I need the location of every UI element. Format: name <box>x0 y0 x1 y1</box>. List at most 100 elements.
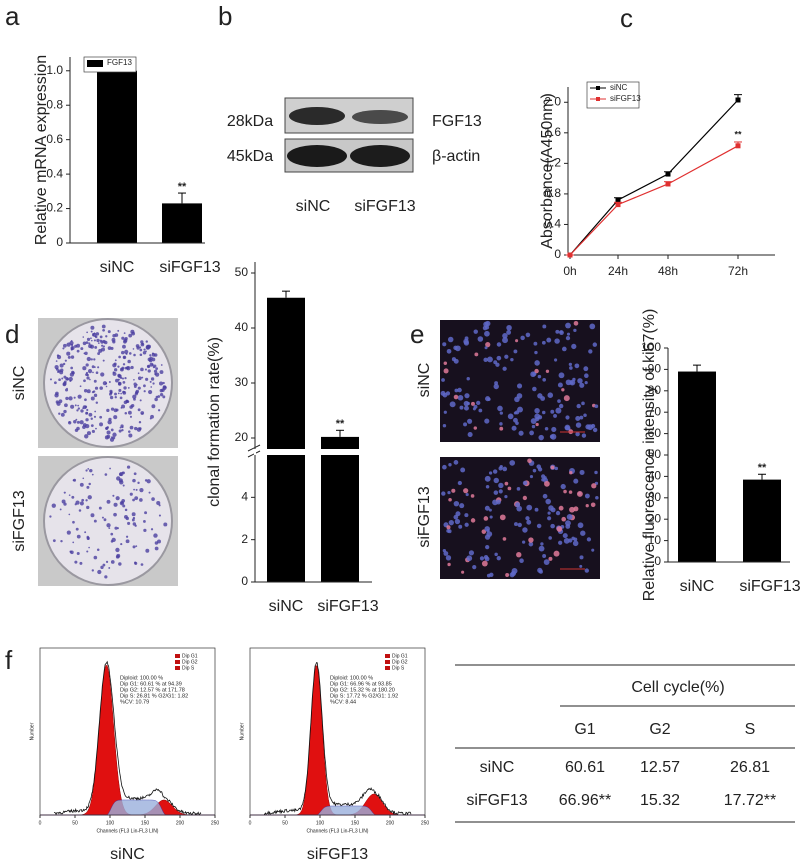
colony <box>85 499 88 502</box>
colony <box>118 388 122 392</box>
colony <box>130 329 135 334</box>
colony <box>87 468 90 470</box>
colony <box>153 364 157 368</box>
nucleus <box>464 522 469 527</box>
nucleus <box>548 556 553 561</box>
nucleus <box>519 558 524 563</box>
colony <box>145 377 149 381</box>
axis-break-gap <box>247 449 372 455</box>
colony <box>85 363 89 367</box>
colony <box>112 494 115 497</box>
nucleus <box>525 332 531 338</box>
colony <box>150 386 153 388</box>
colony <box>74 428 79 433</box>
nucleus <box>568 538 573 543</box>
colony <box>101 516 104 519</box>
colony <box>153 533 158 538</box>
legend-swatch <box>87 60 103 67</box>
nucleus <box>584 568 589 573</box>
colony <box>105 385 108 388</box>
colony <box>81 498 85 502</box>
nucleus <box>485 320 491 327</box>
colony <box>73 420 77 424</box>
colony <box>107 346 112 350</box>
colony <box>60 412 65 417</box>
nucleus <box>566 332 571 336</box>
colony <box>135 545 138 548</box>
stats-line: Dip G2: 15.32 % at 180.20 <box>330 687 395 693</box>
plot-label: siFGF13 <box>307 846 368 863</box>
nucleus <box>498 482 504 489</box>
colony <box>79 385 82 388</box>
nucleus <box>484 526 490 532</box>
nucleus <box>470 494 475 498</box>
colony <box>160 364 163 366</box>
colony <box>77 407 81 410</box>
nucleus <box>534 368 539 374</box>
culture-dish <box>43 456 173 586</box>
nucleus <box>538 434 544 441</box>
nucleus <box>485 342 491 348</box>
nucleus <box>536 523 542 529</box>
nucleus <box>448 463 452 467</box>
nucleus <box>543 559 550 565</box>
colony <box>105 335 108 338</box>
colony <box>104 575 108 579</box>
nucleus <box>493 360 498 365</box>
colony <box>65 388 69 392</box>
colony <box>49 378 52 381</box>
nucleus <box>443 361 448 365</box>
colony <box>85 424 90 429</box>
nucleus <box>537 374 542 379</box>
colony <box>84 405 88 409</box>
blot-band <box>289 107 345 125</box>
nucleus <box>517 406 523 413</box>
plot-frame <box>39 647 216 816</box>
colony <box>115 378 119 383</box>
nucleus <box>484 505 490 511</box>
nucleus <box>510 357 514 362</box>
colony <box>127 521 131 525</box>
colony <box>62 382 67 387</box>
nucleus <box>483 516 489 521</box>
colony <box>108 567 111 569</box>
photo-label: siNC <box>416 363 433 398</box>
x-tick-label: siNC <box>100 259 135 276</box>
nucleus <box>470 518 476 523</box>
nucleus <box>558 372 565 379</box>
nucleus <box>498 489 503 494</box>
colony <box>91 429 95 433</box>
x-tick-label: 50 <box>72 820 78 826</box>
nucleus <box>586 537 592 542</box>
colony <box>118 429 122 433</box>
colony <box>133 353 136 357</box>
lane-label: siNC <box>296 198 331 215</box>
colony <box>130 365 134 370</box>
colony <box>94 410 97 413</box>
y-axis-label: Absorbance(A450nm) <box>539 93 556 249</box>
nucleus <box>513 349 518 354</box>
point <box>615 197 621 203</box>
colony <box>64 403 68 408</box>
colony <box>128 352 132 355</box>
y-tick-label: 0.6 <box>46 132 63 146</box>
colony <box>85 373 88 377</box>
colony <box>113 512 117 517</box>
nucleus <box>555 510 561 516</box>
point <box>735 97 741 103</box>
x-tick-label: 250 <box>211 820 220 826</box>
legend-swatch <box>596 97 600 101</box>
nucleus <box>556 526 563 532</box>
marker-label: 45kDa <box>227 148 273 165</box>
colony <box>157 395 161 398</box>
nucleus <box>459 503 465 509</box>
colony <box>70 348 73 351</box>
nucleus <box>570 381 574 385</box>
colony <box>127 359 131 364</box>
colony <box>148 491 151 494</box>
nucleus <box>577 378 583 384</box>
nucleus <box>577 522 584 529</box>
error-bar <box>178 192 186 204</box>
nucleus <box>502 333 508 339</box>
nucleus <box>522 480 528 486</box>
